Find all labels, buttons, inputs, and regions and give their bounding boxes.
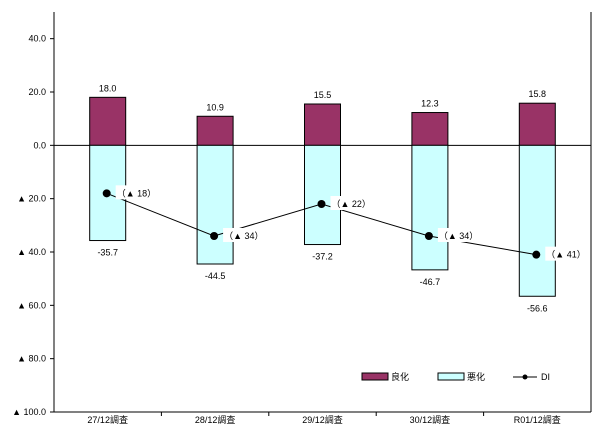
x-tick-label: 27/12調査: [87, 414, 128, 425]
di-label: （▲ 34）: [224, 231, 263, 241]
axes: 40.0 20.0 0.0 ▲ 20.0 ▲ 40.0 ▲ 60.0 ▲ 80.0 ▲ 100…: [12, 12, 592, 425]
bar-bad-label: -37.2: [312, 252, 333, 262]
di-label: （▲ 22）: [332, 199, 371, 209]
bar-good-label: 18.0: [99, 83, 117, 93]
legend-swatch-bad: [437, 372, 465, 381]
di-label-bg: [545, 246, 584, 261]
bar-bad: [196, 144, 234, 265]
y-tick-label: ▲ 60.0: [17, 300, 46, 310]
bar-bad: [411, 144, 449, 271]
bar-bad: [304, 144, 341, 246]
di-point: [532, 250, 541, 259]
bar-good-label: 15.5: [314, 90, 332, 100]
x-tick-label: R01/12調査: [514, 414, 561, 425]
bar-labels: 18.0 10.9 15.5 12.3 15.8 -35.7 -44.5 -37.2 -46.7…: [97, 83, 547, 313]
bar-good: [89, 96, 127, 146]
di-label: （▲ 34）: [439, 231, 478, 241]
bar-bad-label: -35.7: [97, 248, 118, 258]
legend-marker-di: [522, 374, 528, 380]
di-label: （▲ 18）: [117, 188, 156, 198]
di-point: [210, 232, 219, 240]
bar-bad: [518, 144, 556, 297]
di-point: [102, 189, 111, 198]
di-label-bg: [330, 196, 369, 210]
bar-good-label: 10.9: [206, 102, 224, 112]
y-tick-label: 0.0: [33, 140, 46, 150]
y-tick-label: 40.0: [28, 34, 46, 44]
bar-good-label: 12.3: [421, 99, 439, 109]
bar-good: [196, 115, 234, 146]
x-tick-label: 29/12調査: [302, 414, 343, 425]
y-tick-label: ▲ 80.0: [17, 354, 46, 364]
di-point: [424, 232, 433, 240]
bar-good: [518, 102, 556, 146]
bars: [89, 96, 556, 297]
y-tick-label: ▲ 40.0: [17, 247, 46, 257]
legend-label-bad: 悪化: [467, 371, 485, 382]
bar-bad-label: -44.5: [205, 271, 226, 281]
legend-label-good: 良化: [391, 371, 409, 382]
di-label-bg: [115, 185, 154, 200]
bar-bad-label: -56.6: [527, 303, 548, 313]
bar-good: [304, 103, 341, 146]
di-line: （▲ 18） （▲ 34） （▲ 22） （▲ 34） （▲ 41）: [102, 185, 586, 261]
di-label-bg: [223, 228, 262, 242]
bar-good: [411, 112, 449, 146]
y-tick-label: 20.0: [28, 87, 46, 97]
bar-good-label: 15.8: [529, 89, 547, 99]
x-tick-label: 28/12調査: [195, 414, 236, 425]
x-tick-label: 30/12調査: [410, 414, 451, 425]
y-tick-label: ▲ 20.0: [17, 194, 46, 204]
legend-swatch-good: [361, 372, 389, 381]
bar-bad-label: -46.7: [420, 277, 441, 287]
legend: 良化 悪化 DI: [361, 371, 550, 382]
legend-label-di: DI: [541, 372, 550, 382]
di-label-bg: [437, 228, 476, 242]
di-point: [317, 200, 326, 208]
y-tick-label: ▲ 100.0: [12, 407, 46, 417]
di-label: （▲ 41）: [546, 250, 585, 260]
